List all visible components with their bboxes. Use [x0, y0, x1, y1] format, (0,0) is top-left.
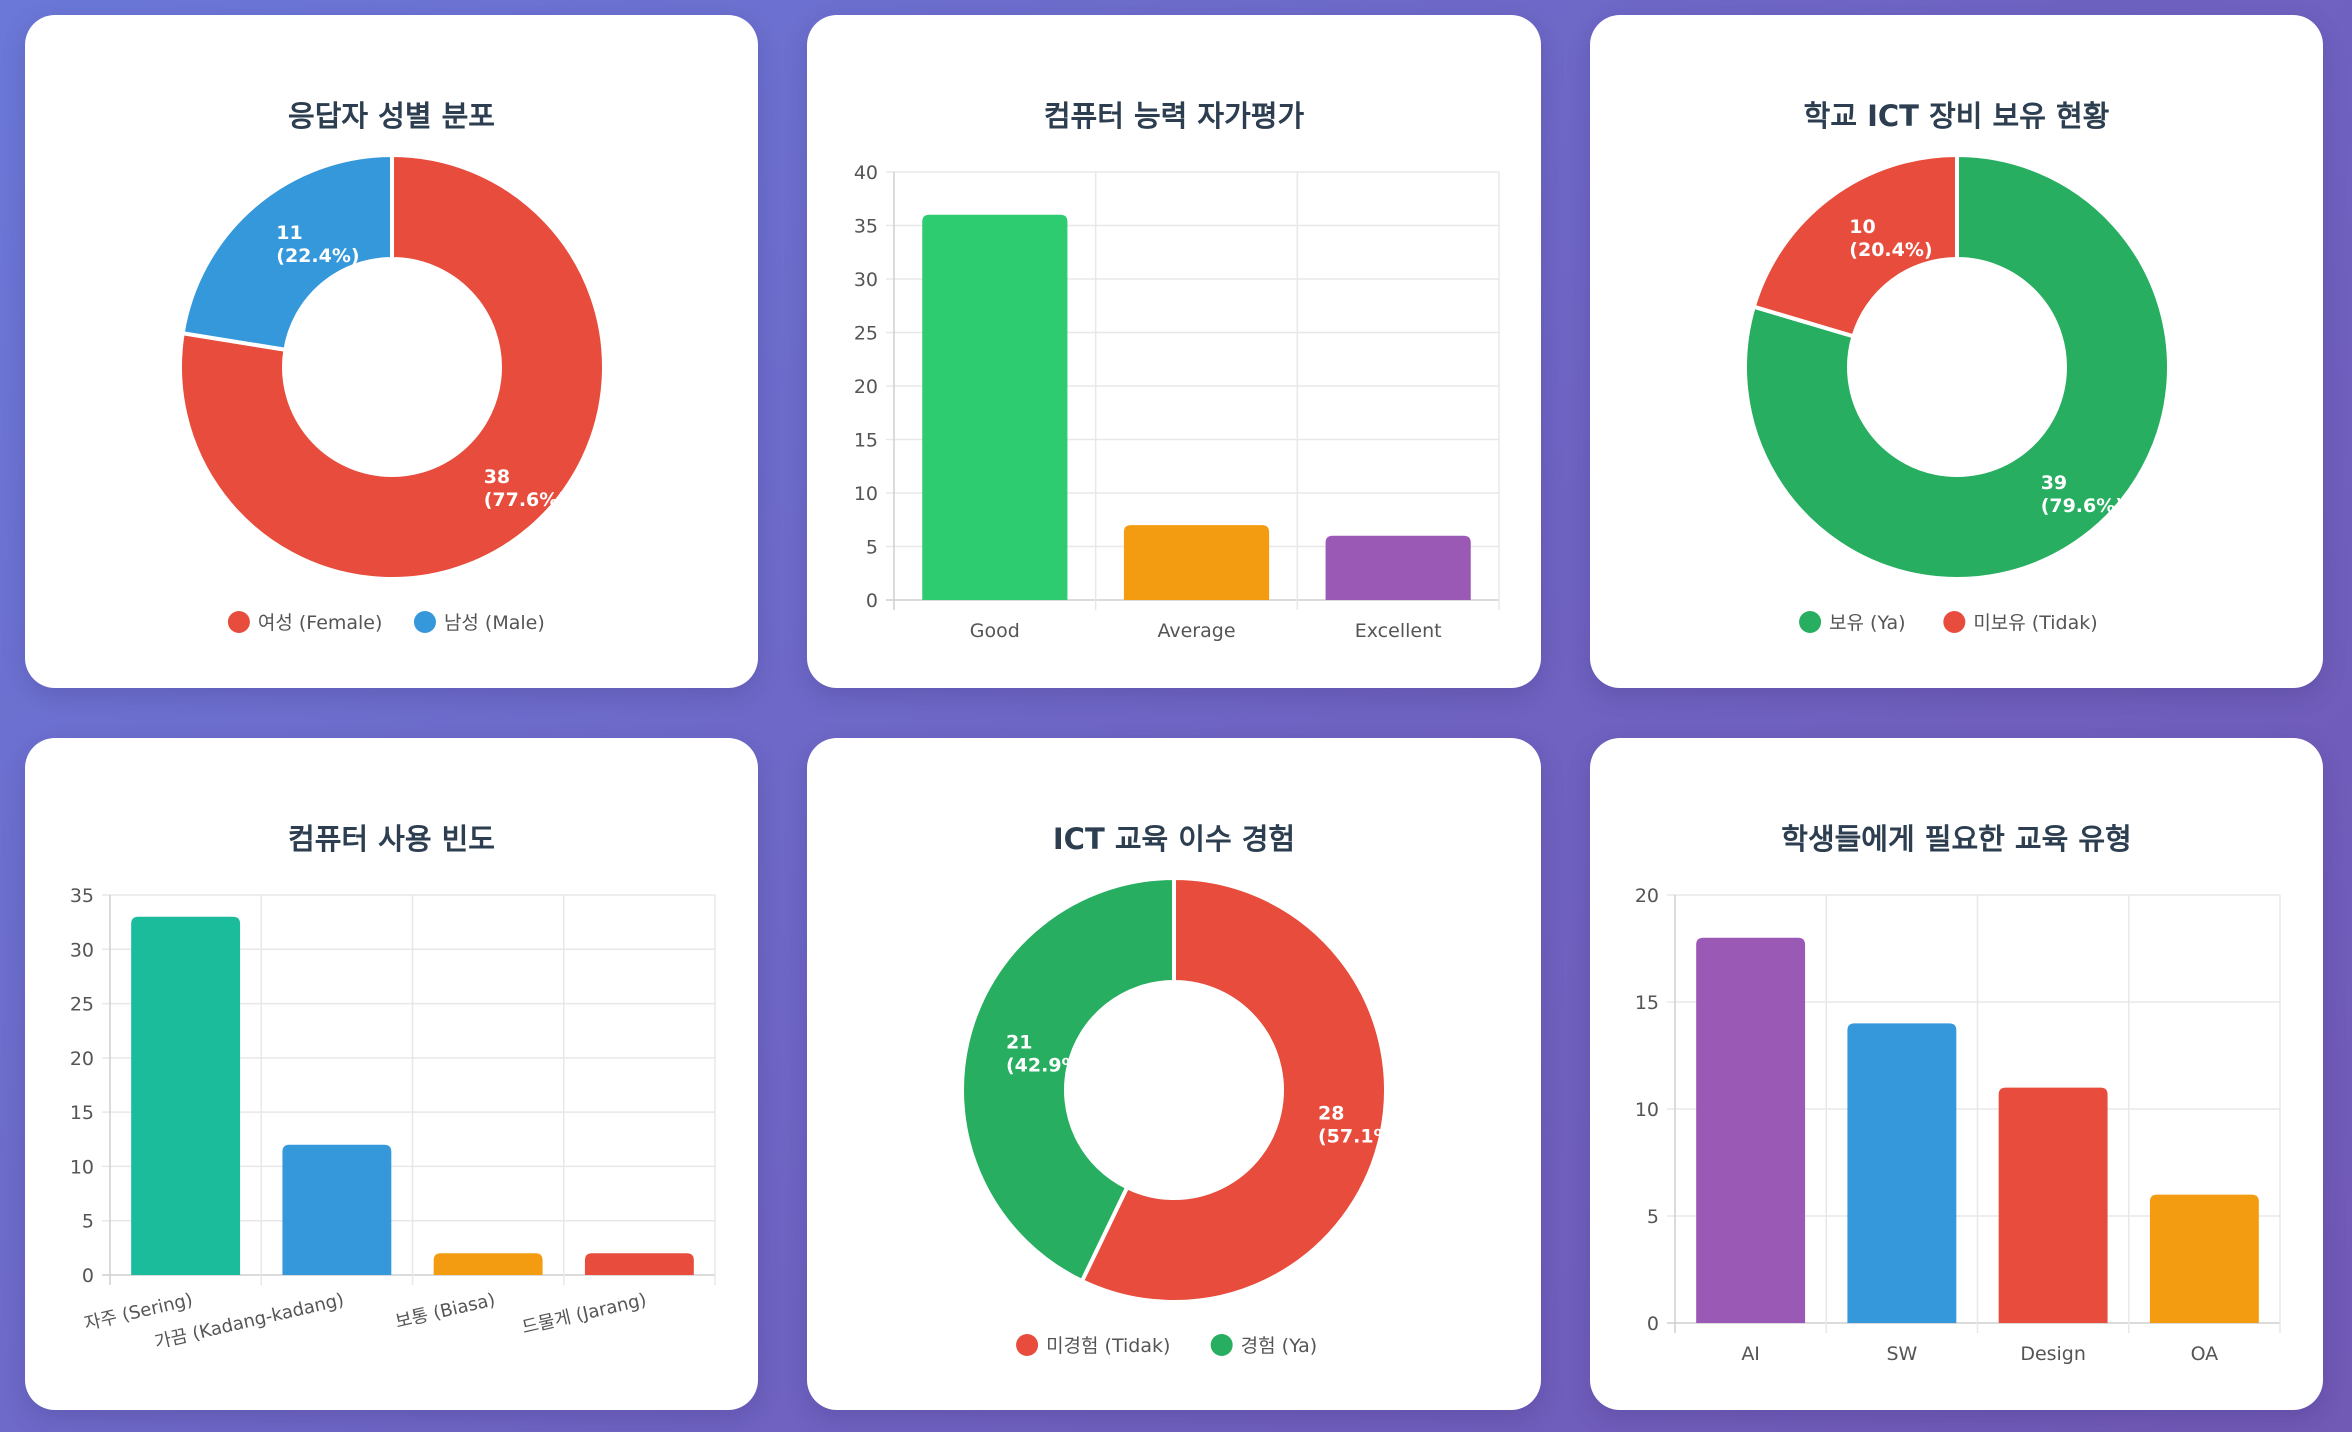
slice-tidak[interactable] [1751, 152, 1959, 339]
chart-title: 컴퓨터 능력 자가평가 [1043, 99, 1305, 133]
chart-title: 학교 ICT 장비 보유 현황 [1803, 99, 2110, 133]
ict-equipment-card: 학교 ICT 장비 보유 현황 39 (79.6%) 10 (20.4%) 보유 (Ya… [1590, 15, 2323, 688]
computer-skill-card: 컴퓨터 능력 자가평가 0 5 10 15 20 25 30 35 40 Good Average E… [807, 15, 1541, 688]
legend-label[interactable]: 경험 (Ya) [1241, 1335, 1317, 1357]
bar-sw[interactable] [1847, 1023, 1957, 1323]
bar-ai[interactable] [1696, 937, 1806, 1323]
legend-swatch-ya[interactable] [1210, 1334, 1233, 1356]
y-tick-label: 5 [866, 537, 878, 559]
y-tick-label: 30 [70, 939, 94, 961]
y-tick-label: 10 [1635, 1099, 1659, 1121]
y-tick-label: 35 [854, 216, 878, 238]
legend-label[interactable]: 남성 (Male) [444, 612, 545, 634]
y-tick-label: 5 [82, 1211, 94, 1233]
education-bar-chart: 0 5 10 15 20 AI SW Design OA [1635, 885, 2281, 1365]
y-tick-label: 0 [1647, 1313, 1659, 1335]
slice-ya[interactable] [960, 875, 1176, 1284]
y-tick-label: 10 [854, 483, 878, 505]
bar-average[interactable] [1123, 525, 1270, 600]
x-tick-label: Design [2020, 1343, 2086, 1365]
education-type-card: 학생들에게 필요한 교육 유형 0 5 10 15 20 AI SW Design OA [1590, 738, 2323, 1410]
chart-title: ICT 교육 이수 경험 [1052, 822, 1296, 856]
bar-design[interactable] [1998, 1087, 2108, 1323]
y-tick-label: 25 [854, 323, 878, 345]
legend-label[interactable]: 보유 (Ya) [1829, 612, 1905, 634]
chart-title: 응답자 성별 분포 [288, 99, 495, 133]
bar-oa[interactable] [2149, 1194, 2259, 1323]
legend-swatch-tidak[interactable] [1943, 611, 1966, 633]
y-tick-label: 0 [866, 590, 878, 612]
x-tick-label: Excellent [1355, 620, 1442, 642]
x-tick-label: SW [1886, 1343, 1917, 1365]
slice-data-label: 21 (42.9%) [1006, 1031, 1089, 1076]
bar-excellent[interactable] [1325, 535, 1471, 600]
legend-label[interactable]: 미경험 (Tidak) [1046, 1335, 1170, 1357]
x-tick-label: Average [1157, 620, 1235, 642]
legend-swatch-tidak[interactable] [1016, 1334, 1039, 1356]
y-tick-label: 20 [70, 1048, 94, 1070]
slice-tidak[interactable] [1079, 875, 1388, 1304]
bar-biasa[interactable] [433, 1253, 543, 1275]
bar-jarang[interactable] [584, 1253, 694, 1275]
slice-data-label: 28 (57.1%) [1318, 1103, 1401, 1148]
x-tick-label: AI [1741, 1343, 1760, 1365]
gender-distribution-card: 응답자 성별 분포 38 (77.6%) 11 (22.4%) 여성 (Female) 남… [25, 15, 758, 688]
legend-swatch-ya[interactable] [1799, 611, 1822, 633]
y-tick-label: 15 [854, 430, 878, 452]
slice-data-label: 38 (77.6%) [484, 466, 567, 511]
chart-title: 컴퓨터 사용 빈도 [288, 822, 495, 856]
slice-data-label: 10 (20.4%) [1849, 216, 1932, 261]
y-tick-label: 0 [82, 1265, 94, 1287]
legend-label[interactable]: 미보유 (Tidak) [1973, 612, 2097, 634]
y-tick-label: 15 [1635, 992, 1659, 1014]
legend-swatch-female[interactable] [227, 611, 250, 633]
gender-doughnut-chart: 38 (77.6%) 11 (22.4%) 여성 (Female) 남성 (Male) [178, 152, 606, 634]
ict-training-card: ICT 교육 이수 경험 28 (57.1%) 21 (42.9%) 미경험 (Tida… [807, 738, 1541, 1410]
bar-good[interactable] [922, 214, 1068, 601]
y-tick-label: 35 [70, 885, 94, 907]
x-tick-label: 드물게 (Jarang) [520, 1289, 649, 1338]
x-tick-label: Good [970, 620, 1020, 642]
y-tick-label: 40 [854, 162, 878, 184]
bar-sering[interactable] [131, 916, 241, 1275]
legend-swatch-male[interactable] [413, 611, 436, 633]
y-tick-label: 5 [1647, 1206, 1659, 1228]
y-tick-label: 25 [70, 994, 94, 1016]
chart-title: 학생들에게 필요한 교육 유형 [1781, 822, 2132, 856]
slice-data-label: 39 (79.6%) [2041, 472, 2124, 517]
equipment-doughnut-chart: 39 (79.6%) 10 (20.4%) 보유 (Ya) 미보유 (Tidak) [1743, 152, 2171, 634]
y-tick-label: 10 [70, 1156, 94, 1178]
y-tick-label: 20 [1635, 885, 1659, 907]
y-tick-label: 20 [854, 376, 878, 398]
y-tick-label: 30 [854, 269, 878, 291]
x-tick-label: OA [2191, 1343, 2219, 1365]
bar-kadang-kadang[interactable] [282, 1144, 392, 1275]
slice-data-label: 11 (22.4%) [276, 222, 359, 267]
slice-male[interactable] [180, 152, 394, 353]
usage-frequency-card: 컴퓨터 사용 빈도 0 5 10 15 20 25 30 35 자주 (Sering) 가끔 (K… [25, 738, 758, 1410]
slice-female[interactable] [178, 152, 606, 581]
training-doughnut-chart: 28 (57.1%) 21 (42.9%) 미경험 (Tidak) 경험 (Ya) [960, 875, 1401, 1357]
skill-bar-chart: 0 5 10 15 20 25 30 35 40 Good Average Excellent [854, 162, 1500, 642]
legend-label[interactable]: 여성 (Female) [258, 612, 383, 634]
slice-ya[interactable] [1743, 152, 2171, 581]
y-tick-label: 15 [70, 1102, 94, 1124]
x-tick-label: 보통 (Biasa) [393, 1289, 497, 1332]
